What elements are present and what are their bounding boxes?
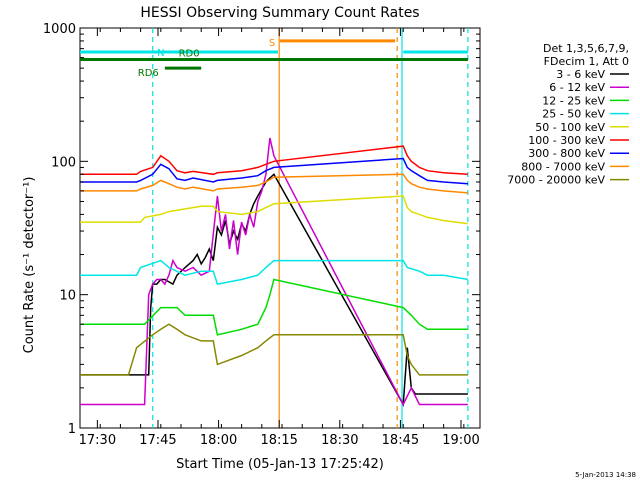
vertical-markers (152, 28, 469, 428)
y-tick-label-0: 1 (68, 422, 76, 437)
plot-frame (79, 27, 481, 429)
legend-label-1: 6 - 12 keV (549, 81, 605, 94)
chart-title: HESSI Observing Summary Count Rates (140, 5, 419, 21)
legend-label-7: 800 - 7000 keV (521, 160, 605, 173)
plot-border (79, 27, 481, 429)
legend-label-4: 50 - 100 keV (535, 121, 605, 134)
series-line-7 (80, 173, 468, 194)
legend-label-6: 300 - 800 keV (528, 147, 605, 160)
series-lines (80, 137, 469, 408)
x-tick-label-6: 19:00 (442, 433, 479, 448)
x-tick-label-1: 17:45 (139, 433, 176, 448)
y-tick-label-2: 100 (51, 155, 76, 170)
series-line-5 (80, 145, 468, 176)
series-line-1 (80, 137, 468, 407)
legend-header-0: Det 1,3,5,6,7,9, (543, 42, 629, 55)
flag-label-n: N (157, 48, 164, 59)
series-line-8 (80, 323, 468, 376)
legend-header-1: FDecim 1, Att 0 (544, 55, 629, 68)
x-tick-label-0: 17:30 (79, 433, 116, 448)
footer-date: 5-Jan-2013 14:38 (575, 471, 636, 479)
x-tick-label-4: 18:30 (321, 433, 358, 448)
flag-label-s: S (269, 38, 275, 49)
flag-bars: N RD0 RD6 S (80, 38, 468, 79)
axis-ticks: 17:30 17:45 18:00 18:15 18:30 18:45 19:00 1 10 10… (43, 22, 480, 448)
x-tick-label-2: 18:00 (200, 433, 237, 448)
series-line-6 (80, 157, 468, 185)
flag-label-rd0: RD0 (179, 49, 200, 60)
legend-label-2: 12 - 25 keV (542, 94, 605, 107)
series-line-3 (80, 259, 469, 285)
legend-label-8: 7000 - 20000 keV (507, 174, 605, 187)
x-tick-label-3: 18:15 (260, 433, 297, 448)
x-tick-label-5: 18:45 (382, 433, 419, 448)
series-line-2 (80, 278, 468, 336)
legend: Det 1,3,5,6,7,9,FDecim 1, Att 03 - 6 keV… (507, 42, 629, 187)
series-line-4 (80, 195, 469, 225)
y-axis-label: Count Rate (s⁻¹ detector⁻¹) (22, 177, 37, 354)
flag-label-rd6: RD6 (138, 68, 159, 79)
legend-label-5: 100 - 300 keV (528, 134, 605, 147)
y-tick-label-1: 10 (59, 289, 76, 304)
y-tick-label-3: 1000 (43, 22, 76, 37)
x-axis-label: Start Time (05-Jan-13 17:25:42) (176, 457, 384, 472)
series-line-0 (80, 173, 468, 408)
legend-label-0: 3 - 6 keV (556, 68, 605, 81)
legend-label-3: 25 - 50 keV (542, 108, 605, 121)
